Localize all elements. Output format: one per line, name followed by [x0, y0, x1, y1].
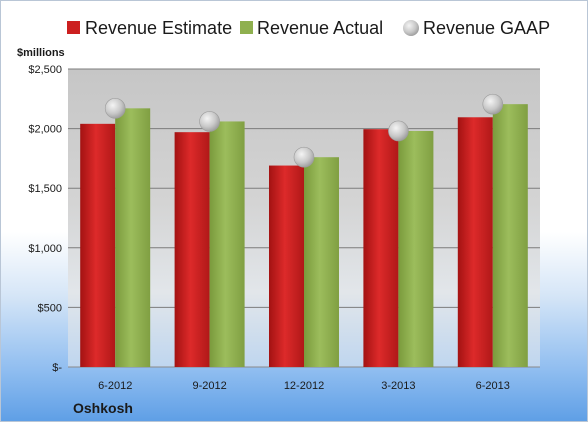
legend-label-revenue-gaap: Revenue GAAP	[423, 18, 550, 38]
legend-swatch-revenue-gaap	[403, 20, 419, 36]
bar-revenue-actual	[304, 157, 339, 367]
marker-revenue-gaap	[104, 98, 126, 119]
legend-swatch-revenue-actual	[240, 21, 253, 34]
bar-revenue-actual	[115, 108, 151, 367]
company-name: Oshkosh	[73, 400, 133, 416]
x-tick-label: 9-2012	[192, 380, 226, 392]
bar-revenue-estimate	[80, 123, 116, 367]
marker-revenue-gaap	[482, 93, 504, 115]
marker-revenue-gaap	[293, 146, 315, 168]
y-tick-label: $500	[38, 302, 62, 314]
y-axis-unit-label: $millions	[17, 47, 65, 59]
y-tick-label: $1,000	[28, 243, 62, 255]
bar-revenue-estimate	[174, 132, 210, 367]
y-axis-ticks: $- $500 $1,000 $1,500 $2,000 $2,500	[28, 64, 62, 374]
bars	[80, 104, 528, 367]
y-tick-label: $2,500	[28, 64, 62, 76]
bar-revenue-estimate	[269, 165, 304, 367]
legend: Revenue Estimate Revenue Actual Revenue …	[67, 18, 550, 38]
legend-label-revenue-estimate: Revenue Estimate	[85, 18, 232, 38]
bar-revenue-estimate	[363, 129, 399, 367]
y-tick-label: $2,000	[28, 124, 62, 136]
bar-revenue-actual	[398, 130, 434, 367]
x-tick-label: 6-2012	[98, 380, 132, 392]
x-tick-label: 3-2013	[381, 380, 415, 392]
y-tick-label: $-	[52, 362, 62, 374]
legend-label-revenue-actual: Revenue Actual	[257, 18, 383, 38]
x-tick-label: 6-2013	[476, 380, 510, 392]
legend-swatch-revenue-estimate	[67, 21, 80, 34]
bar-revenue-estimate	[457, 117, 493, 367]
x-tick-label: 12-2012	[284, 380, 324, 392]
gaap-markers	[104, 93, 504, 168]
bar-revenue-actual	[492, 104, 528, 367]
marker-revenue-gaap	[388, 120, 409, 142]
bar-revenue-actual	[209, 121, 245, 367]
y-tick-label: $1,500	[28, 183, 62, 195]
marker-revenue-gaap	[199, 111, 220, 132]
x-axis-ticks: 6-2012 9-2012 12-2012 3-2013 6-2013	[98, 380, 510, 392]
